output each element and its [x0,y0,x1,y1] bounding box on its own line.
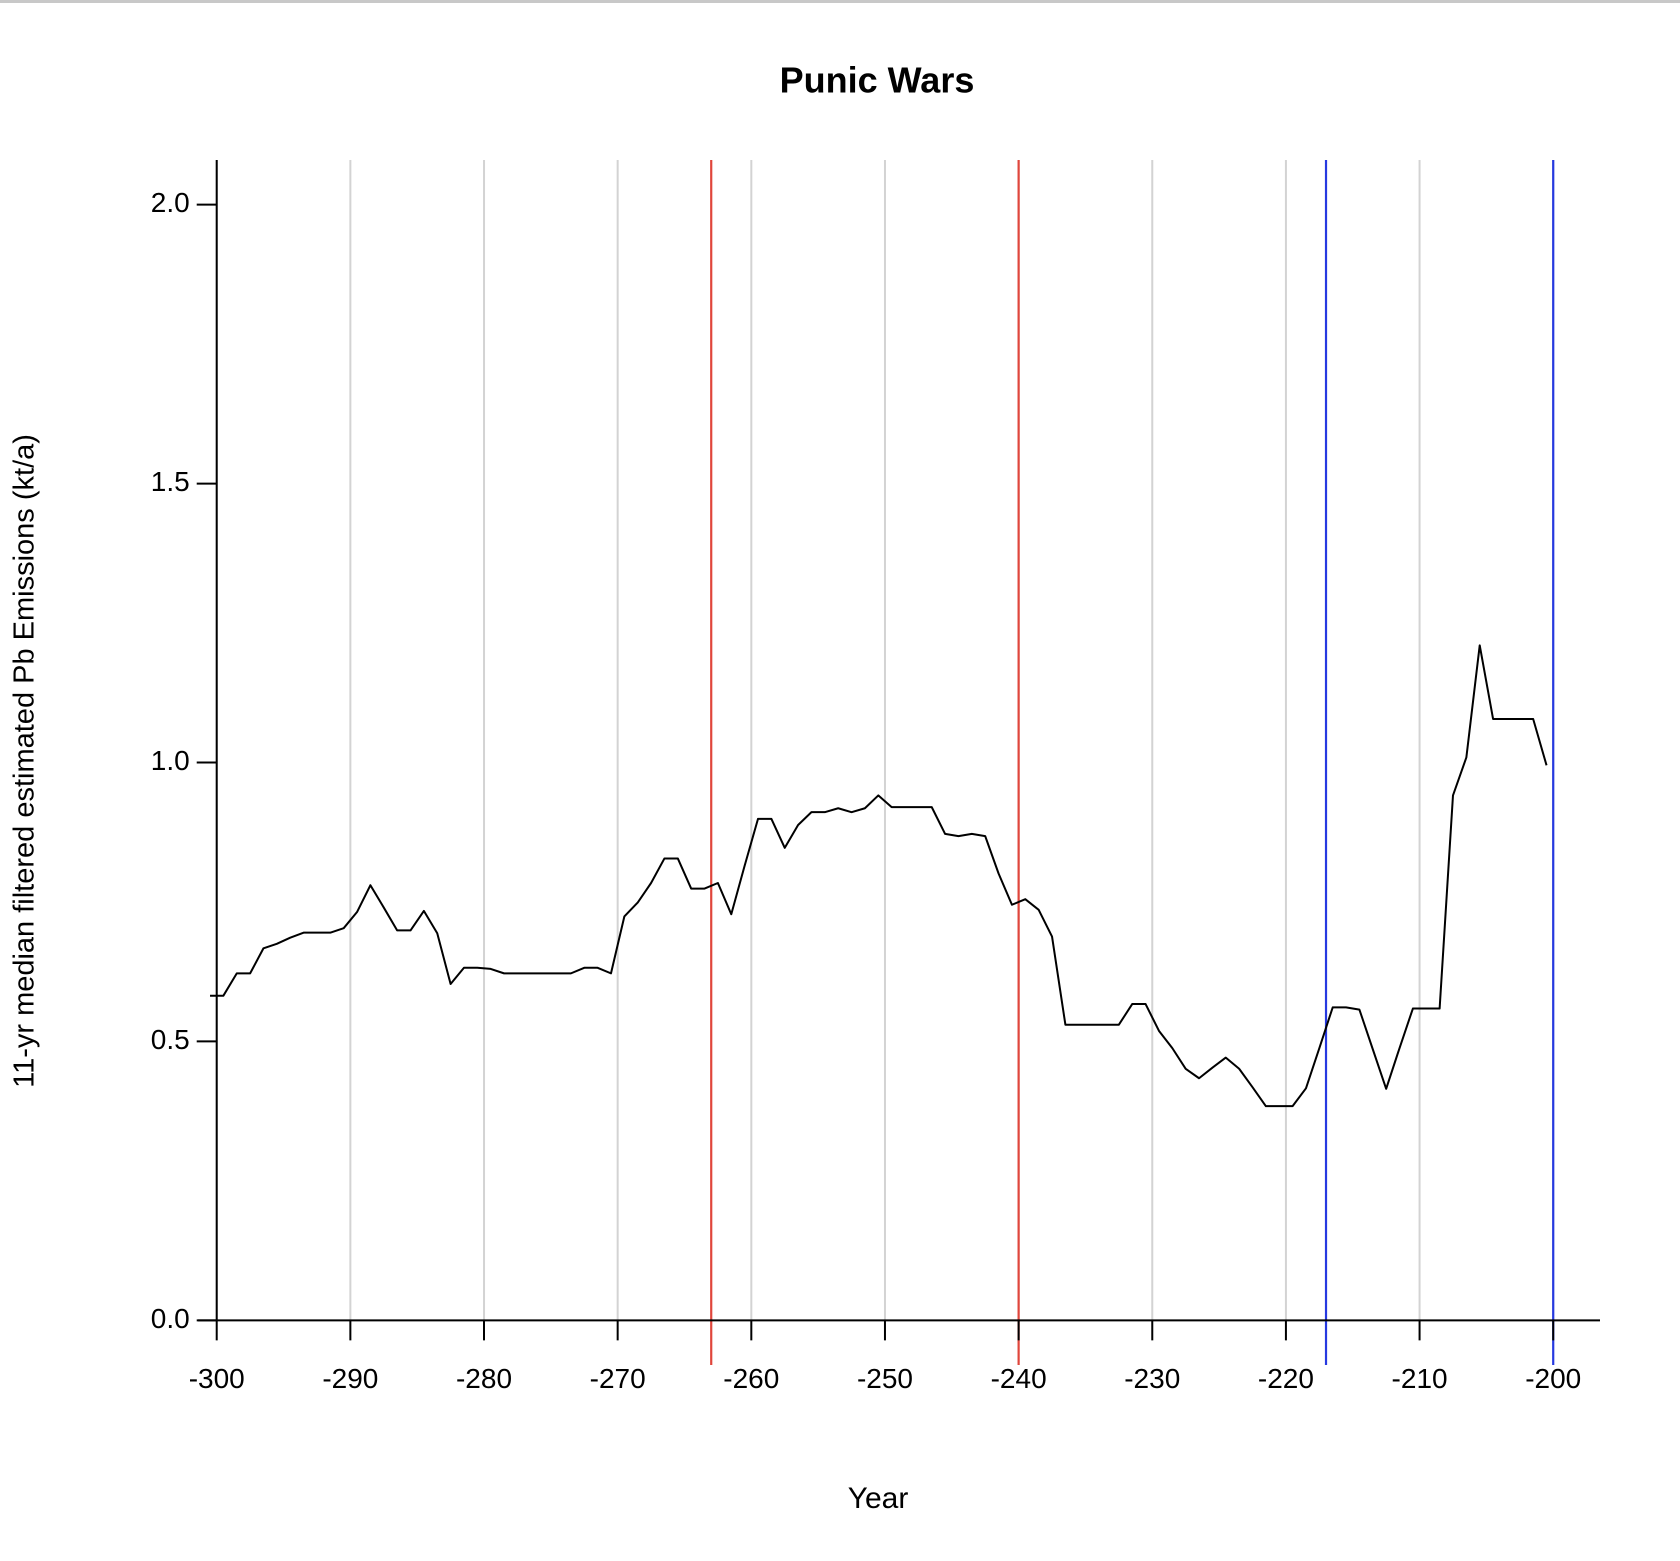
x-tick-label: -200 [1525,1363,1581,1394]
x-tick-label: -240 [991,1363,1047,1394]
y-tick-label: 0.5 [151,1024,190,1055]
x-tick-label: -250 [857,1363,913,1394]
y-tick-label: 2.0 [151,187,190,218]
data-line [210,644,1548,1108]
x-axis-label: Year [848,1482,909,1515]
x-tick-label: -290 [322,1363,378,1394]
x-tick-label: -220 [1258,1363,1314,1394]
y-axis-label: 11-yr median filtered estimated Pb Emiss… [9,434,41,1088]
x-tick-label: -270 [590,1363,646,1394]
y-tick-label: 1.0 [151,745,190,776]
y-tick-label: 0.0 [151,1303,190,1334]
x-tick-label: -210 [1392,1363,1448,1394]
x-tick-label: -230 [1124,1363,1180,1394]
chart-title: Punic Wars [780,60,975,101]
x-tick-label: -280 [456,1363,512,1394]
x-tick-label: -300 [189,1363,245,1394]
y-tick-label: 1.5 [151,466,190,497]
x-tick-label: -260 [723,1363,779,1394]
